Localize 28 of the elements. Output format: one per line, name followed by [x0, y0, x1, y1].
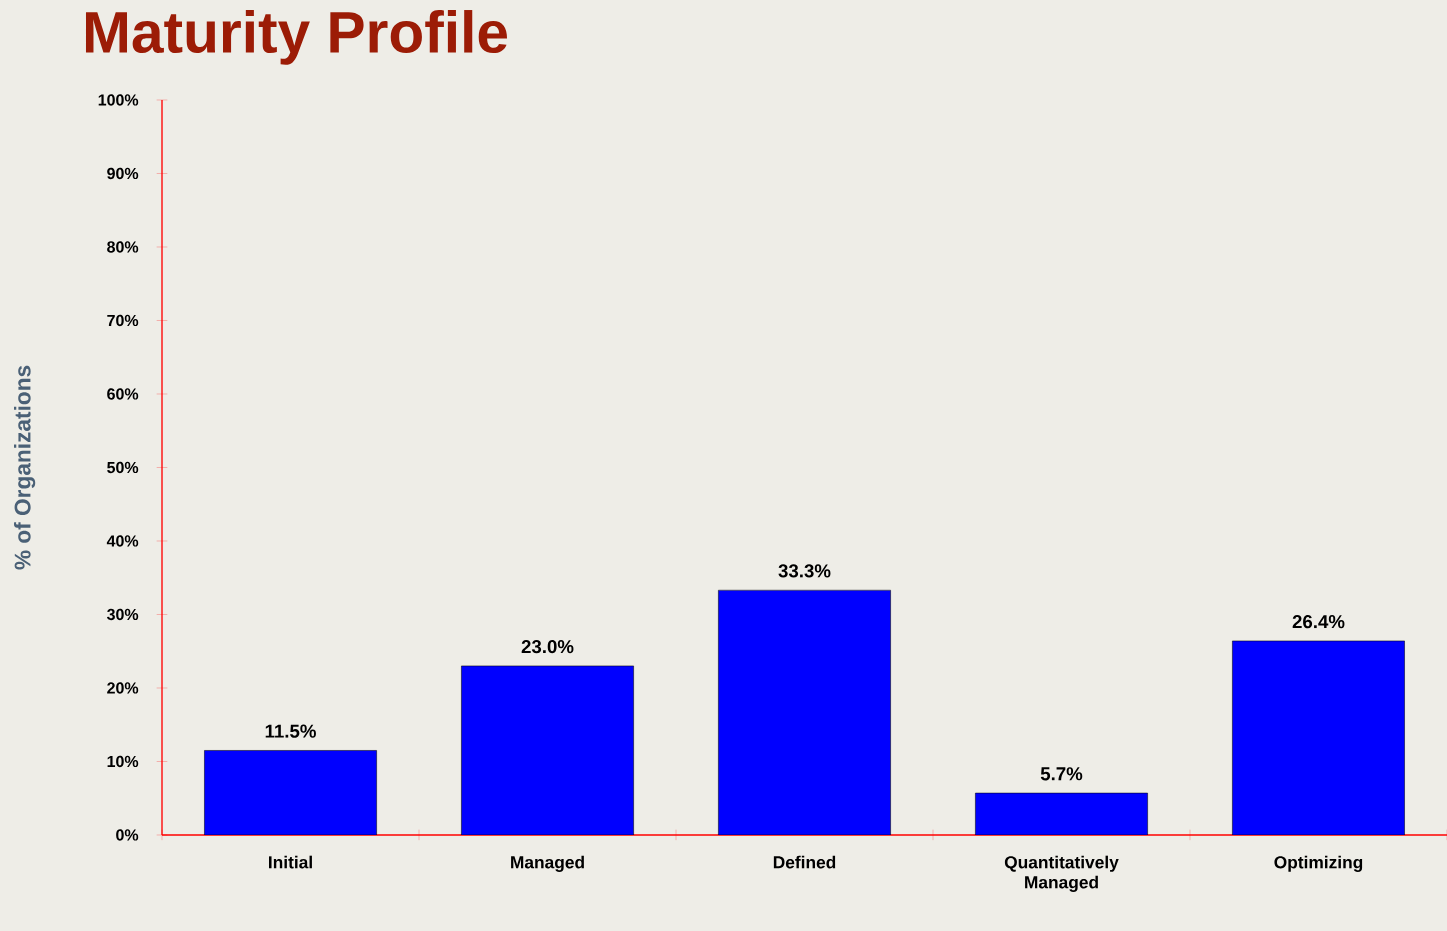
data-label: 23.0%	[521, 639, 574, 654]
y-tick-label: 0%	[116, 829, 139, 841]
y-tick-label: 10%	[107, 755, 139, 768]
x-tick-label: Initial	[269, 855, 312, 869]
data-label: 11.5%	[265, 724, 316, 738]
data-label: 26.4%	[1292, 615, 1345, 629]
y-axis-title: % of Organizations	[14, 365, 36, 570]
bar	[975, 792, 1148, 835]
y-tick-label: 60%	[107, 388, 139, 400]
x-tick-label: Optimizing	[1274, 855, 1363, 872]
y-tick-label: 40%	[106, 535, 139, 547]
bar	[718, 589, 891, 835]
y-tick-label: 20%	[107, 682, 139, 694]
y-tick-label: 100%	[98, 94, 139, 106]
bar	[461, 665, 634, 835]
y-tick-label: 90%	[107, 167, 139, 180]
y-tick-label: 80%	[107, 241, 139, 253]
bar	[1232, 640, 1405, 835]
data-label: 33.3%	[778, 564, 831, 578]
chart-title: Maturity Profile	[85, 10, 508, 65]
bar	[204, 750, 377, 835]
y-tick-label: 70%	[107, 314, 139, 327]
data-label: 5.7%	[1040, 767, 1083, 781]
x-tick-label: Quantitatively Managed	[1004, 855, 1119, 892]
x-tick-label: Defined	[773, 855, 836, 869]
x-tick-label: Managed	[511, 855, 584, 872]
y-tick-label: 50%	[107, 461, 139, 474]
y-tick-label: 30%	[106, 608, 139, 621]
